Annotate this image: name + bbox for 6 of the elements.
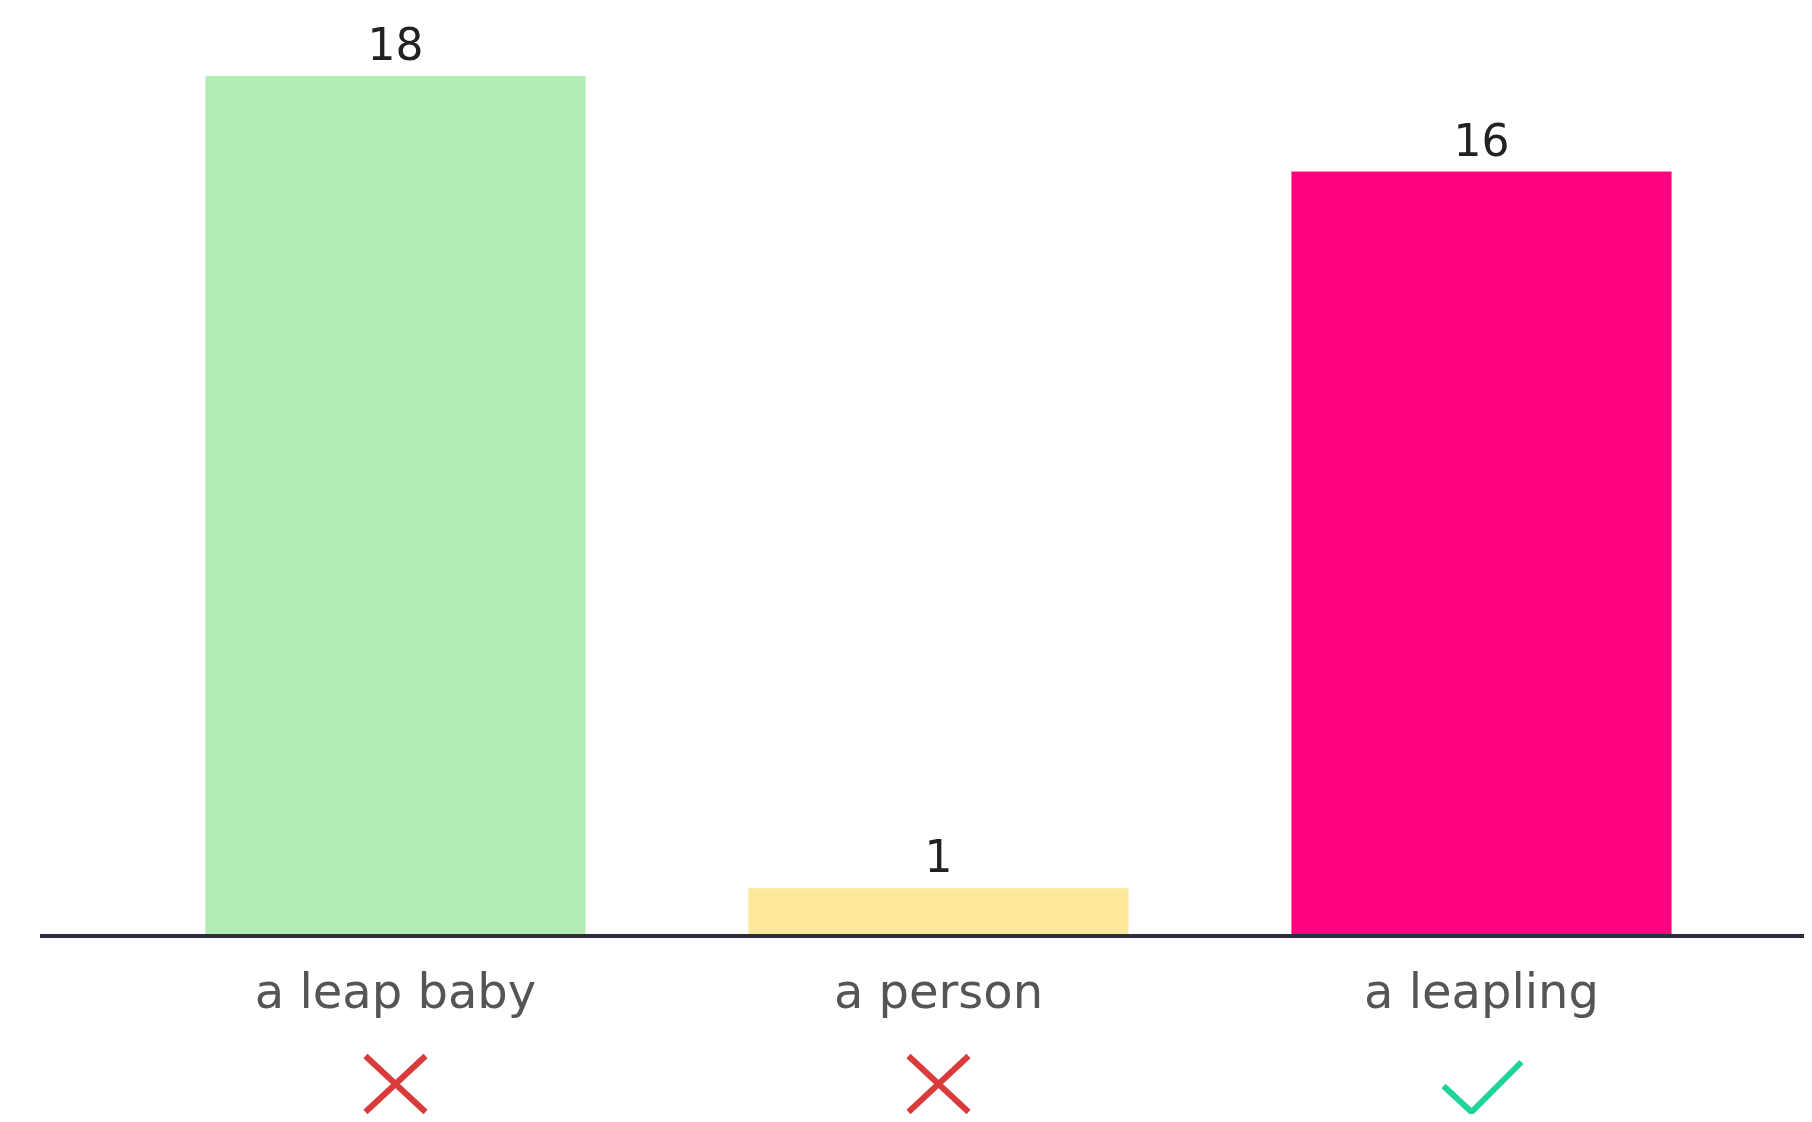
data-label: 16: [1453, 114, 1510, 166]
x-tick-label: a leapling: [1364, 963, 1599, 1019]
x-tick-label: a person: [833, 963, 1044, 1019]
data-label: 1: [924, 831, 953, 883]
x-tick-label: a leap baby: [254, 963, 537, 1019]
data-label: 18: [367, 19, 424, 70]
